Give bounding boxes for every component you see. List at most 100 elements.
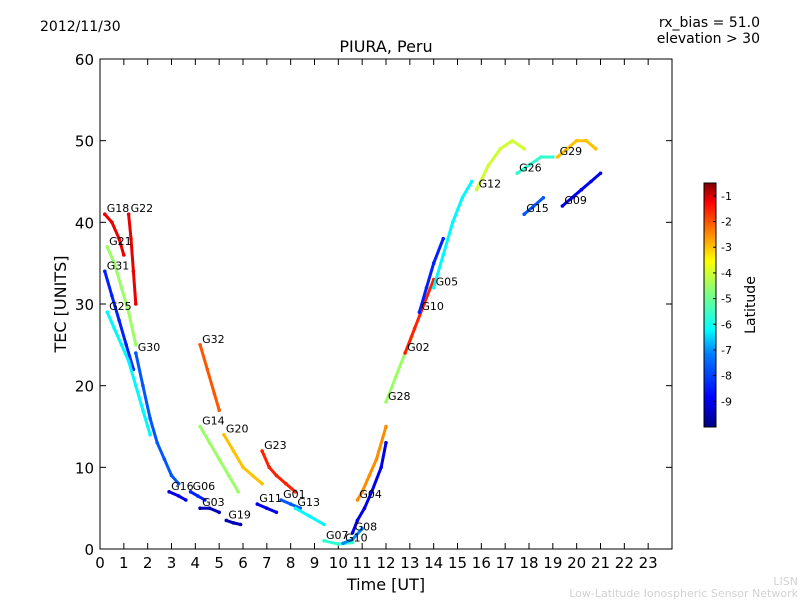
data-point — [226, 473, 231, 478]
data-point — [217, 457, 221, 462]
data-point — [350, 530, 355, 535]
y-tick-label: 50 — [75, 133, 94, 151]
data-point — [460, 196, 465, 200]
data-point — [117, 318, 121, 323]
x-tick-label: 18 — [519, 554, 538, 572]
series-label: G20 — [226, 423, 249, 436]
data-point — [522, 212, 526, 216]
data-point — [551, 155, 555, 159]
series-label: G04 — [359, 488, 382, 501]
series-line — [127, 212, 138, 306]
x-tick-label: 23 — [639, 554, 658, 572]
data-point — [384, 400, 388, 404]
series-label: G12 — [479, 178, 502, 191]
x-tick-label: 13 — [400, 554, 419, 572]
series-label: G19 — [228, 508, 251, 521]
x-tick-label: 21 — [591, 554, 610, 572]
data-point — [486, 163, 491, 167]
data-point — [217, 510, 221, 515]
data-point — [431, 261, 436, 266]
data-point — [241, 465, 245, 470]
series-label: G10 — [345, 531, 368, 544]
series-line — [432, 180, 474, 290]
data-point — [322, 539, 326, 543]
data-point — [134, 351, 138, 355]
data-point — [362, 506, 367, 511]
colorbar-tick-label: -8 — [721, 370, 732, 383]
data-point — [522, 147, 526, 151]
data-point — [105, 245, 109, 249]
data-point — [188, 490, 193, 494]
data-point — [126, 212, 131, 216]
y-tick-label: 30 — [75, 296, 94, 314]
rx-bias-label: rx_bias = 51.0 — [659, 15, 760, 31]
x-tick-label: 6 — [238, 554, 248, 572]
series-line — [351, 441, 388, 535]
data-point — [198, 343, 202, 347]
series-line — [260, 449, 297, 494]
data-point — [384, 424, 388, 429]
data-point — [341, 541, 345, 546]
data-point — [195, 494, 200, 498]
data-point — [176, 481, 181, 486]
colorbar-tick-label: -9 — [721, 395, 732, 408]
data-point — [474, 187, 479, 192]
x-axis: 0 1 2 3 4 5 6 7 8 9 10 11 12 13 14 15 16 17 18 19 20 21 22 23 — [95, 59, 658, 572]
series-label: G13 — [297, 496, 320, 509]
colorbar — [703, 182, 717, 428]
data-point — [122, 253, 126, 257]
data-point — [134, 343, 138, 347]
data-point — [207, 506, 212, 511]
data-point — [224, 518, 229, 523]
data-point — [293, 490, 298, 494]
data-point — [307, 514, 312, 519]
series-label: G14 — [202, 415, 225, 428]
series-label: G15 — [526, 202, 549, 215]
data-point — [103, 269, 107, 274]
data-point — [355, 498, 360, 502]
x-tick-label: 16 — [472, 554, 491, 572]
credit-lisn: LISN — [773, 575, 798, 588]
data-point — [470, 179, 474, 184]
x-tick-label: 2 — [143, 554, 153, 572]
data-point — [198, 424, 202, 429]
colorbar-ticks: -1 -2 -3 -4 -5 -6 -7 -8 -9 — [713, 190, 732, 408]
data-point — [176, 494, 181, 498]
data-point — [162, 457, 167, 462]
x-tick-label: 22 — [615, 554, 634, 572]
data-point — [565, 147, 569, 151]
data-point — [360, 490, 365, 494]
data-point — [124, 343, 128, 347]
data-point — [367, 473, 372, 478]
data-point — [555, 155, 560, 159]
series-label: G30 — [138, 341, 161, 354]
x-tick-label: 19 — [543, 554, 562, 572]
y-axis: 0 10 20 30 40 50 60 — [75, 51, 672, 559]
data-point — [119, 343, 124, 347]
series-layer — [103, 138, 603, 546]
data-point — [274, 510, 279, 515]
data-point — [141, 383, 145, 388]
data-point — [126, 310, 131, 315]
data-point — [560, 204, 565, 208]
series-label: G25 — [109, 300, 132, 313]
data-point — [574, 138, 579, 143]
data-point — [541, 196, 546, 200]
data-point — [260, 449, 264, 453]
data-point — [238, 522, 243, 527]
data-point — [441, 236, 446, 241]
colorbar-tick-label: -5 — [721, 293, 732, 306]
series-label: G32 — [202, 333, 225, 346]
colorbar-label: Latitude — [743, 276, 759, 334]
x-tick-label: 17 — [496, 554, 515, 572]
data-point — [350, 537, 355, 541]
data-point — [260, 481, 264, 486]
data-point — [384, 441, 388, 445]
x-tick-label: 8 — [286, 554, 296, 572]
x-tick-label: 4 — [191, 554, 201, 572]
x-tick-label: 0 — [95, 554, 105, 572]
series-line — [134, 351, 181, 486]
x-tick-label: 20 — [567, 554, 586, 572]
series-label: G31 — [107, 259, 130, 272]
date-label: 2012/11/30 — [40, 19, 121, 35]
